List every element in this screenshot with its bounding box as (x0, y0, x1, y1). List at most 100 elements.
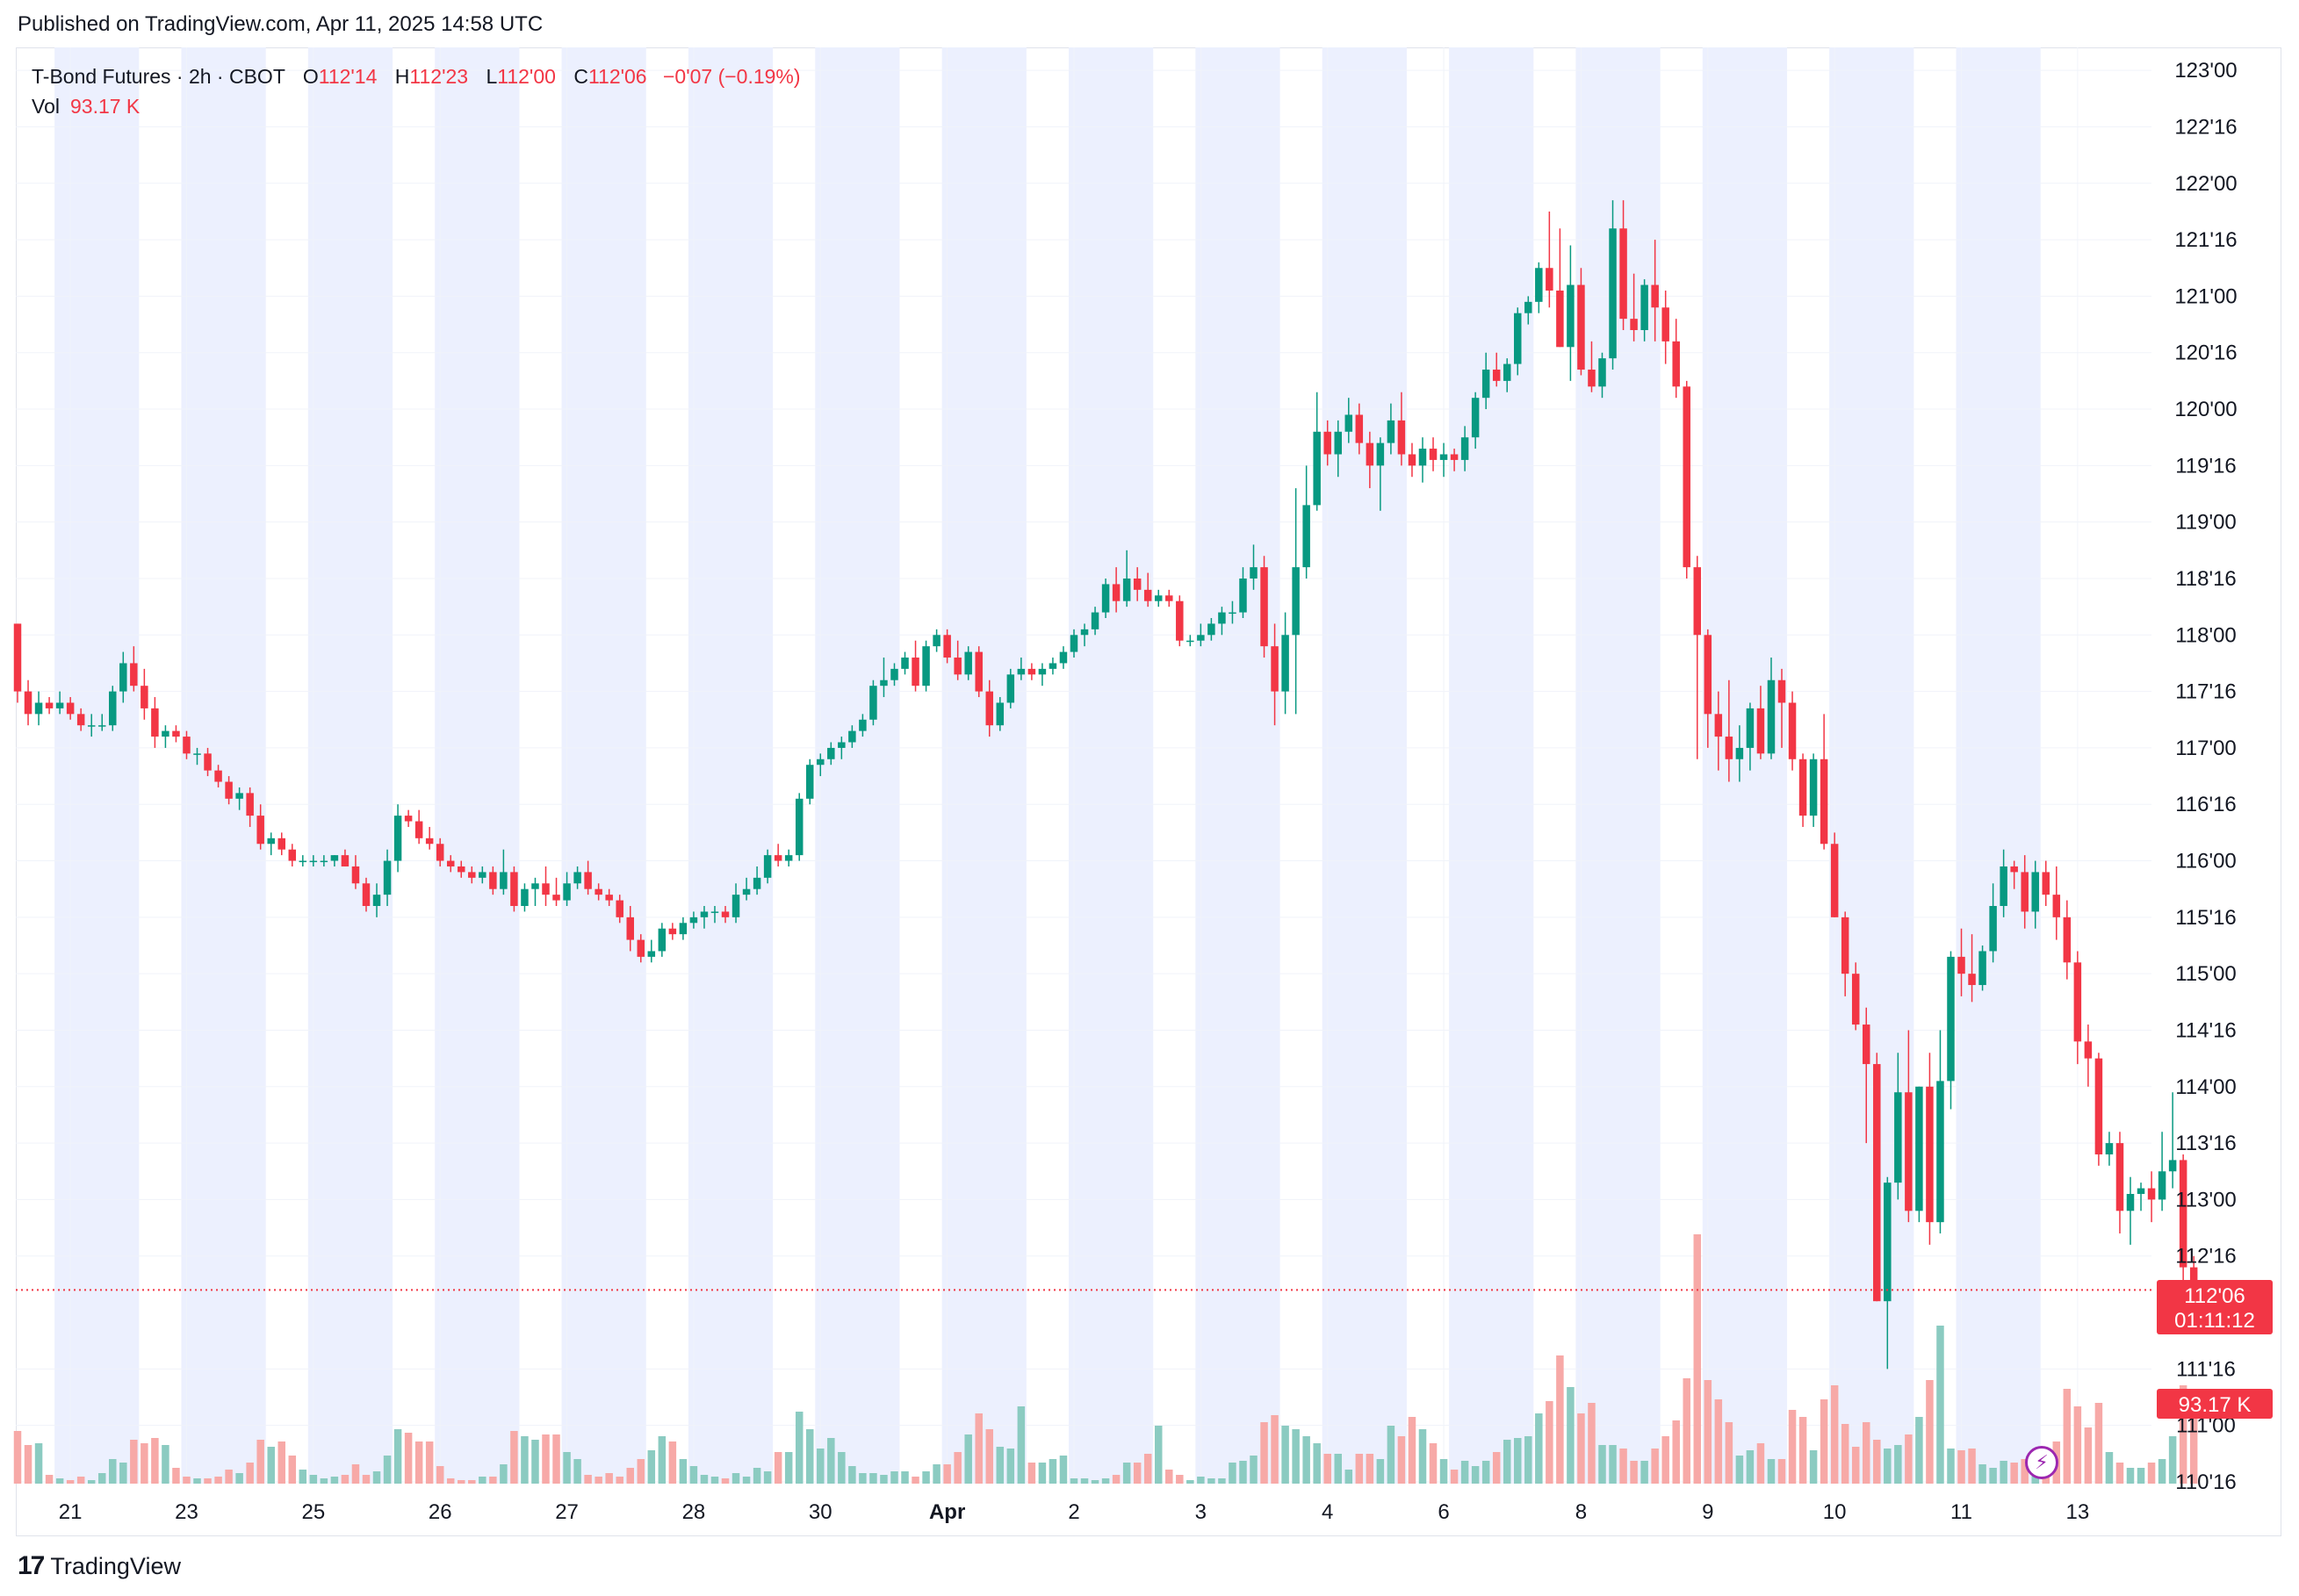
volume-bar (489, 1477, 497, 1484)
candle (2179, 1154, 2187, 1296)
volume-bar (1567, 1387, 1575, 1484)
candle-body (605, 895, 613, 901)
volume-bar (193, 1478, 201, 1484)
symbol-label[interactable]: T-Bond Futures · 2h · CBOT (32, 65, 285, 88)
candle (2168, 1092, 2177, 1189)
volume-bar (1672, 1420, 1680, 1484)
candle-body (1471, 398, 1480, 438)
open-value: 112'14 (318, 65, 378, 88)
candle-body (838, 742, 846, 748)
candle-body (922, 646, 930, 687)
session-band-15 (1956, 47, 2041, 1484)
candle-body (2158, 1171, 2166, 1200)
candle-body (584, 872, 592, 889)
volume-bar (985, 1429, 994, 1484)
candle-body (1841, 917, 1849, 974)
candle-body (1672, 341, 1680, 387)
candle (838, 737, 846, 759)
candle (2073, 951, 2082, 1065)
candle-body (1556, 290, 1564, 348)
tradingview-logo-icon[interactable]: 17 (18, 1551, 45, 1580)
candle (1366, 431, 1374, 489)
volume-bar (1735, 1456, 1744, 1484)
candle-body (1143, 589, 1152, 601)
volume-key[interactable]: Vol (32, 95, 60, 118)
volume-badge (2157, 1389, 2273, 1419)
volume-bar (1450, 1470, 1459, 1484)
candle (1756, 686, 1765, 759)
volume-bar (1481, 1461, 1490, 1484)
volume-bar (436, 1466, 444, 1484)
candle-body (1746, 708, 1755, 748)
open-key: O (302, 65, 319, 88)
candle-body (500, 872, 508, 889)
lightning-icon[interactable]: ⚡ (2025, 1446, 2058, 1479)
candle-body (1481, 370, 1490, 399)
candle (1271, 623, 1279, 726)
candle-body (1165, 595, 1173, 601)
candle-body (806, 765, 814, 799)
time-tick-label: 10 (1823, 1500, 1847, 1524)
candle (1693, 556, 1702, 759)
price-tick-label: 121'00 (2174, 284, 2237, 308)
candle-body (1049, 663, 1057, 669)
candle (710, 906, 719, 924)
volume-bar (1080, 1478, 1089, 1484)
candle (774, 844, 782, 866)
candle-body (1926, 1086, 1934, 1223)
candle (880, 658, 888, 698)
volume-bar (1830, 1385, 1839, 1484)
candle (2042, 860, 2050, 906)
volume-bar (647, 1450, 656, 1484)
volume-bar (2168, 1436, 2177, 1484)
candle (510, 866, 518, 912)
candle-body (1492, 370, 1501, 381)
candle-body (2105, 1143, 2114, 1154)
candle-body (2063, 917, 2072, 963)
candle (1915, 1086, 1923, 1223)
volume-bar (2115, 1463, 2124, 1484)
countdown-label: 01:11:12 (2174, 1309, 2255, 1333)
volume-bar (658, 1436, 667, 1484)
candle (1503, 358, 1511, 392)
volume-bar (1344, 1470, 1353, 1484)
candle (330, 855, 339, 866)
candle-body (309, 860, 318, 863)
candle-body (204, 753, 212, 771)
time-axis: 21 23 25 26 27 28 30 Apr 2 3 4 6 8 9 10 11 13 (59, 1500, 2089, 1524)
volume-bar (1122, 1463, 1131, 1484)
volume-bar (468, 1480, 476, 1484)
candle-body (2031, 872, 2039, 912)
candle (563, 872, 571, 906)
brand-label[interactable]: TradingView (50, 1552, 181, 1579)
volume-bar (595, 1477, 602, 1484)
session-bands (54, 47, 2041, 1484)
candle-body (225, 781, 233, 799)
candle (24, 679, 32, 726)
candle (1143, 572, 1152, 607)
candle-body (1323, 431, 1331, 455)
candle-body (1936, 1081, 1944, 1223)
candle-body (2010, 866, 2018, 873)
volume-bar (1894, 1445, 1902, 1484)
volume-bar (1756, 1443, 1765, 1484)
volume-bar (1429, 1443, 1438, 1484)
volume-bar (299, 1470, 307, 1484)
candle (848, 725, 856, 748)
candle-body (1915, 1086, 1923, 1211)
candle-body (2126, 1194, 2135, 1211)
volume-bar (288, 1456, 297, 1484)
price-tick-label: 121'16 (2174, 228, 2237, 252)
volume-bar (1239, 1461, 1247, 1484)
candle-body (193, 753, 201, 755)
candle (943, 629, 951, 664)
candle-body (1957, 956, 1965, 974)
time-tick-label: 30 (809, 1500, 832, 1524)
candle (1112, 567, 1121, 613)
volume-bar (1863, 1422, 1870, 1484)
volume-bar (172, 1468, 180, 1484)
candle-body (24, 691, 32, 715)
candle-body (1978, 951, 1986, 986)
candle-body (848, 730, 856, 743)
